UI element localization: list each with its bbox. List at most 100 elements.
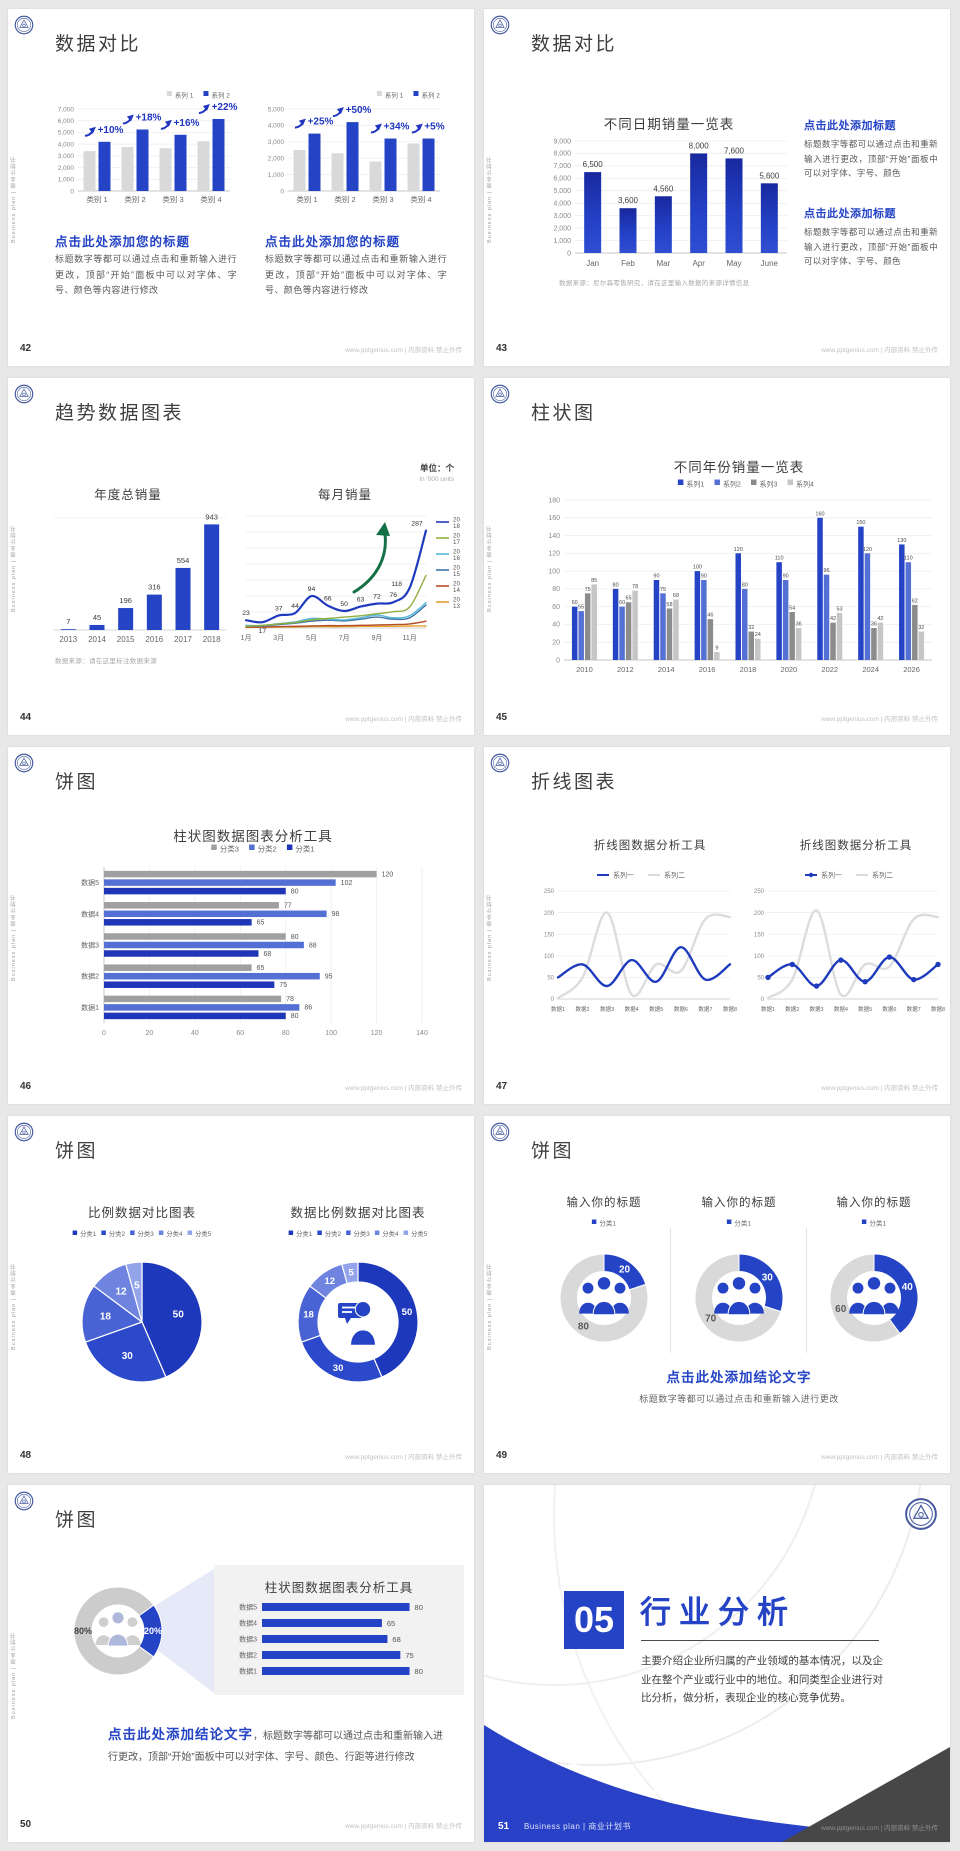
svg-text:2014: 2014	[88, 635, 106, 644]
page-number: 51	[498, 1821, 510, 1832]
svg-text:80: 80	[282, 1030, 290, 1037]
svg-text:类别 1: 类别 1	[296, 194, 317, 204]
svg-text:数据4: 数据4	[239, 1619, 257, 1628]
slide-title: 饼图	[55, 772, 99, 793]
svg-text:数据3: 数据3	[810, 1005, 824, 1013]
chart-title: 不同日期销量一览表	[603, 117, 735, 132]
svg-text:2013: 2013	[59, 635, 77, 644]
svg-text:24: 24	[755, 632, 761, 638]
svg-text:+22%: +22%	[212, 102, 238, 113]
donut-title-1: 输入你的标题	[566, 1197, 642, 1209]
svg-text:3,600: 3,600	[618, 196, 639, 205]
svg-text:7月: 7月	[339, 634, 350, 642]
svg-text:60: 60	[572, 600, 578, 606]
svg-text:12: 12	[324, 1276, 335, 1287]
percent-donut-chart: 20% 80%	[73, 1586, 163, 1676]
svg-text:4,000: 4,000	[268, 123, 285, 130]
svg-text:5,000: 5,000	[58, 130, 75, 137]
svg-text:类别 2: 类别 2	[334, 194, 355, 204]
caption-body-right: 标题数字等都可以通过点击和重新输入进行更改，顶部“开始”面板中可以对字体、字号、…	[265, 254, 447, 295]
slide-title: 饼图	[531, 1141, 575, 1162]
svg-text:1,000: 1,000	[268, 172, 285, 179]
slide-50: Business plan | 商业计划书 饼图 柱状图数据图表分析工具 20%…	[8, 1485, 474, 1842]
svg-text:44: 44	[291, 603, 299, 610]
svg-text:95: 95	[325, 973, 333, 980]
footer-url: www.pptgenius.com | 内部资料 禁止外传	[821, 1085, 938, 1092]
sidebar-vertical-text: Business plan | 商业计划书	[11, 1262, 17, 1350]
svg-text:数据8: 数据8	[723, 1005, 737, 1013]
monthly-chart-title: 每月销量	[317, 488, 372, 502]
slide-48: Business plan | 商业计划书 饼图 比例数据对比图表 数据比例数据…	[8, 1116, 474, 1473]
svg-text:分类2: 分类2	[258, 844, 277, 854]
svg-text:+50%: +50%	[346, 105, 372, 116]
svg-text:数据4: 数据4	[834, 1005, 848, 1013]
svg-text:20: 20	[453, 533, 460, 540]
svg-text:96: 96	[823, 568, 829, 574]
svg-text:36: 36	[796, 622, 802, 628]
sidebar-vertical-text: Business plan | 商业计划书	[487, 893, 493, 981]
slide-49: Business plan | 商业计划书 饼图 输入你的标题 输入你的标题 输…	[484, 1116, 950, 1473]
slide-43: Business plan | 商业计划书 数据对比 不同日期销量一览表 0 1,…	[484, 9, 950, 366]
svg-text:68: 68	[263, 951, 271, 958]
sidebar-vertical-text: Business plan | 商业计划书	[11, 893, 17, 981]
svg-text:55: 55	[578, 605, 584, 611]
svg-text:72: 72	[373, 594, 381, 601]
svg-text:60: 60	[835, 1304, 847, 1315]
svg-text:1,000: 1,000	[58, 177, 75, 184]
background-swirl-decoration	[484, 1485, 950, 1842]
svg-text:2,000: 2,000	[268, 156, 285, 163]
proportion-pie-chart: 50 30 18 12 5 分类1 分类2 分类3 分类4 分类5	[72, 1229, 212, 1383]
svg-text:系列二: 系列二	[664, 870, 685, 879]
conclusion-body: ，标题数字等都可以通过点击和重新输入进行更改，顶部“开始”面板中可以对字体、字号…	[108, 1731, 443, 1763]
svg-text:42: 42	[877, 616, 883, 622]
progress-donut-20: 20 80 分类1	[559, 1218, 649, 1343]
footer-url: www.pptgenius.com | 内部资料 禁止外传	[821, 1454, 938, 1461]
svg-text:分类1: 分类1	[296, 1229, 313, 1238]
svg-text:Mar: Mar	[656, 259, 670, 268]
svg-text:100: 100	[325, 1030, 337, 1037]
svg-text:系列4: 系列4	[796, 479, 814, 488]
svg-text:5月: 5月	[306, 634, 317, 642]
svg-text:130: 130	[897, 538, 906, 544]
yearly-grouped-column-chart: 0 20 40 60 80 100 120 140 160 180 60 80 90 100 120 110 1…	[548, 479, 932, 674]
title-underline	[641, 1640, 879, 1641]
svg-text:数据1: 数据1	[551, 1005, 565, 1013]
svg-text:17: 17	[453, 539, 460, 546]
svg-text:120: 120	[863, 547, 872, 553]
progress-donut-30: 30 70 分类1	[694, 1218, 784, 1343]
svg-text:53: 53	[836, 606, 842, 612]
svg-text:60: 60	[236, 1030, 244, 1037]
svg-text:63: 63	[357, 597, 365, 604]
svg-text:系列 1: 系列 1	[175, 90, 194, 99]
svg-text:65: 65	[257, 965, 265, 972]
svg-text:70: 70	[705, 1314, 717, 1325]
conclusion-body: 标题数字等都可以通过点击和重新输入进行更改	[639, 1394, 839, 1404]
svg-text:分类3: 分类3	[354, 1229, 371, 1238]
svg-text:66: 66	[324, 596, 332, 603]
svg-text:1,000: 1,000	[553, 238, 571, 245]
svg-text:7: 7	[66, 617, 70, 626]
footer-url: www.pptgenius.com | 内部资料 禁止外传	[821, 347, 938, 354]
svg-text:20: 20	[453, 597, 460, 604]
svg-text:数据1: 数据1	[81, 1003, 99, 1012]
svg-text:90: 90	[783, 574, 789, 580]
unit-note-cn: 单位：个	[419, 463, 454, 473]
svg-text:17: 17	[259, 628, 267, 635]
svg-text:80: 80	[415, 1667, 423, 1676]
svg-text:140: 140	[416, 1030, 428, 1037]
progress-donut-40: 40 60 分类1	[829, 1218, 919, 1343]
svg-text:12: 12	[116, 1286, 128, 1297]
svg-text:数据6: 数据6	[674, 1005, 688, 1013]
svg-text:100: 100	[544, 954, 555, 960]
svg-text:45: 45	[93, 613, 101, 622]
svg-text:160: 160	[815, 511, 824, 517]
svg-text:118: 118	[391, 581, 402, 588]
sidebar-vertical-text: Business plan | 商业计划书	[11, 155, 17, 243]
slide-title: 柱状图	[531, 403, 596, 424]
svg-text:系列3: 系列3	[760, 479, 778, 488]
svg-text:系列一: 系列一	[613, 870, 634, 879]
slide-title: 饼图	[55, 1510, 99, 1531]
svg-text:9,000: 9,000	[553, 138, 571, 145]
university-logo-icon	[14, 1491, 34, 1511]
marked-line-chart: 0 50 100 150 200 250 数据1 数据2 数据3 数据4 数据5 数据6 数据7 数据8 系…	[754, 870, 945, 1013]
